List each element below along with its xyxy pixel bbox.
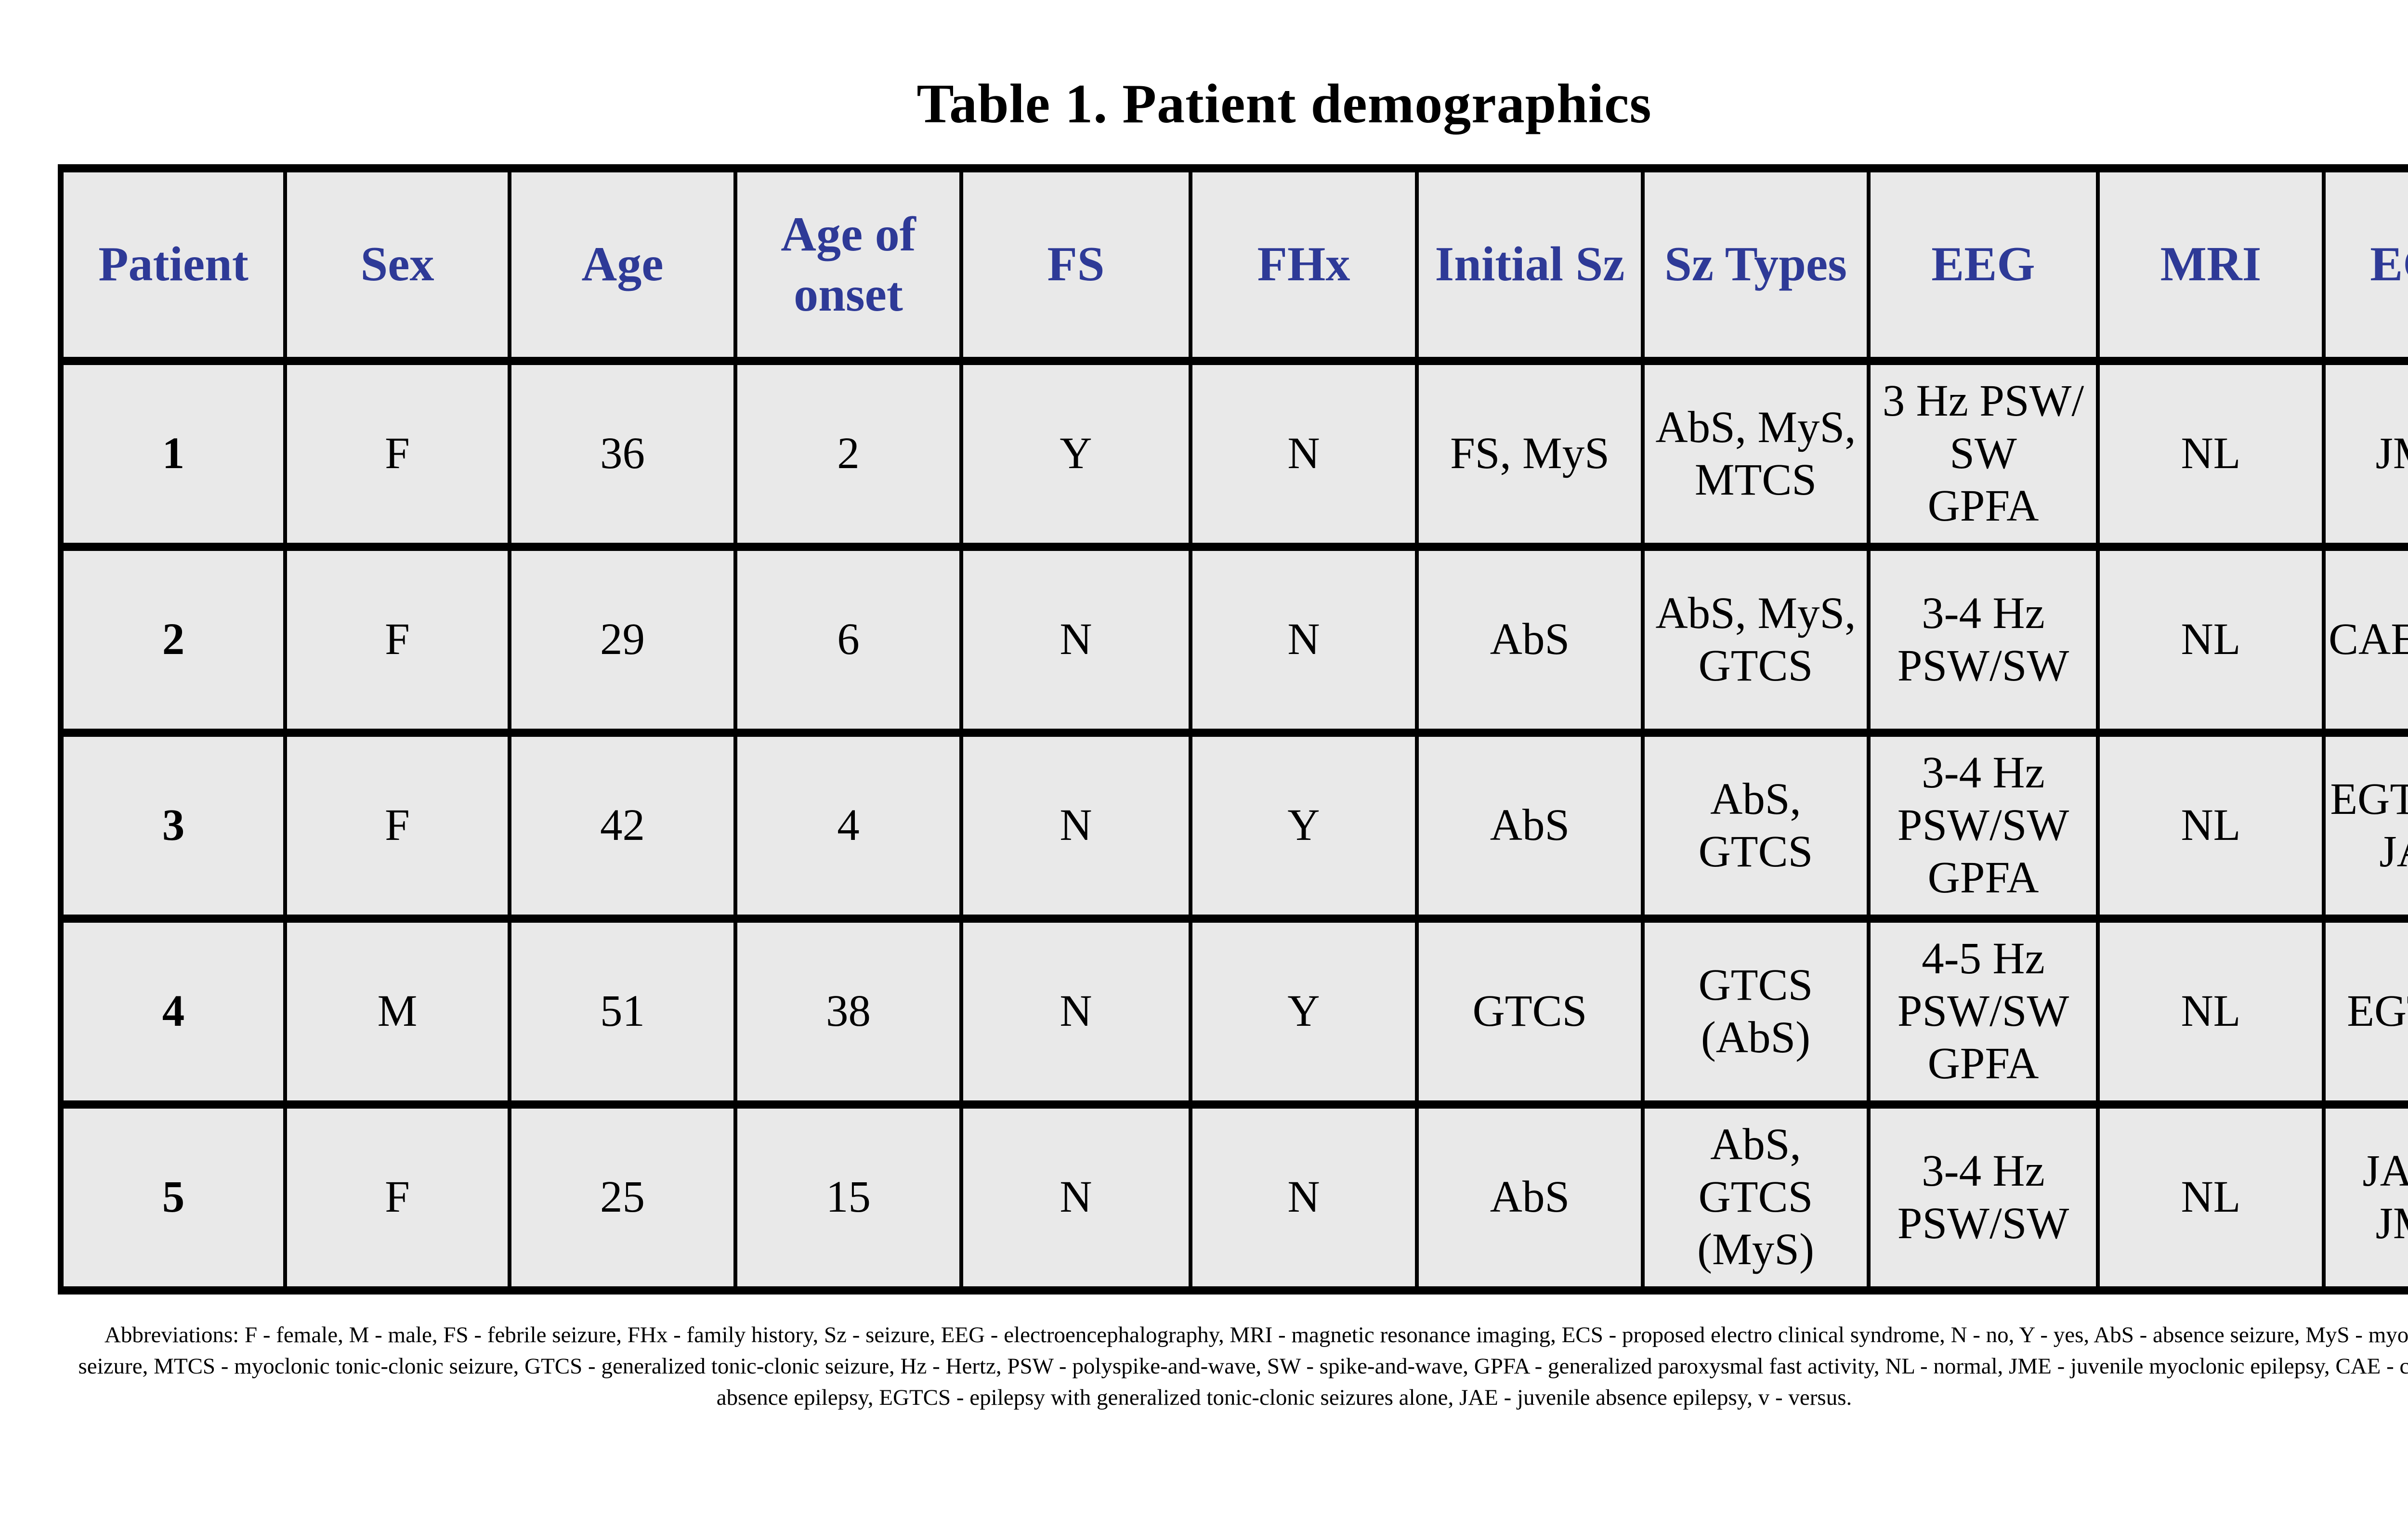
cell-fs: N	[961, 1105, 1191, 1291]
column-header-sz-types: Sz Types	[1643, 169, 1869, 361]
cell-ecs: JAE v JME	[2324, 1105, 2408, 1291]
cell-age: 51	[510, 919, 735, 1105]
column-header-mri: MRI	[2098, 169, 2324, 361]
table-row-patient-3: 3 F 42 4 N Y AbS AbS, GTCS 3-4 Hz PSW/SW…	[61, 733, 2408, 919]
cell-mri: NL	[2098, 733, 2324, 919]
cell-sz-types: GTCS (AbS)	[1643, 919, 1869, 1105]
cell-fhx: Y	[1191, 919, 1417, 1105]
table-title: Table 1. Patient demographics	[0, 72, 2408, 136]
cell-patient: 5	[61, 1105, 285, 1291]
cell-ecs: CAE/JME	[2324, 547, 2408, 733]
cell-ecs: EGTCS v JAE	[2324, 733, 2408, 919]
cell-eeg: 3 Hz PSW/ SW GPFA	[1869, 361, 2098, 547]
column-header-initial-sz: Initial Sz	[1417, 169, 1643, 361]
patient-demographics-table: Patient Sex Age Age of onset FS FHx Init…	[58, 164, 2408, 1295]
cell-age: 42	[510, 733, 735, 919]
cell-ecs: JME	[2324, 361, 2408, 547]
cell-sz-types: AbS, MyS, MTCS	[1643, 361, 1869, 547]
column-header-age: Age	[510, 169, 735, 361]
cell-initial-sz: AbS	[1417, 547, 1643, 733]
cell-age: 29	[510, 547, 735, 733]
column-header-sex: Sex	[285, 169, 510, 361]
cell-fs: N	[961, 733, 1191, 919]
table-row-patient-1: 1 F 36 2 Y N FS, MyS AbS, MyS, MTCS 3 Hz…	[61, 361, 2408, 547]
cell-fs: N	[961, 547, 1191, 733]
column-header-eeg: EEG	[1869, 169, 2098, 361]
cell-fhx: N	[1191, 361, 1417, 547]
table-row-patient-2: 2 F 29 6 N N AbS AbS, MyS, GTCS 3-4 Hz P…	[61, 547, 2408, 733]
cell-sex: F	[285, 1105, 510, 1291]
column-header-fs: FS	[961, 169, 1191, 361]
cell-eeg: 3-4 Hz PSW/SW	[1869, 547, 2098, 733]
cell-initial-sz: AbS	[1417, 1105, 1643, 1291]
cell-initial-sz: AbS	[1417, 733, 1643, 919]
cell-sz-types: AbS, GTCS (MyS)	[1643, 1105, 1869, 1291]
cell-sex: M	[285, 919, 510, 1105]
cell-patient: 1	[61, 361, 285, 547]
column-header-age-of-onset: Age of onset	[735, 169, 961, 361]
cell-fs: Y	[961, 361, 1191, 547]
cell-patient: 4	[61, 919, 285, 1105]
cell-eeg: 3-4 Hz PSW/SW	[1869, 1105, 2098, 1291]
cell-eeg: 3-4 Hz PSW/SW GPFA	[1869, 733, 2098, 919]
cell-age: 36	[510, 361, 735, 547]
cell-age-of-onset: 6	[735, 547, 961, 733]
cell-initial-sz: FS, MyS	[1417, 361, 1643, 547]
cell-fs: N	[961, 919, 1191, 1105]
table-row-patient-5: 5 F 25 15 N N AbS AbS, GTCS (MyS) 3-4 Hz…	[61, 1105, 2408, 1291]
cell-age-of-onset: 38	[735, 919, 961, 1105]
cell-age-of-onset: 15	[735, 1105, 961, 1291]
column-header-ecs: ECS	[2324, 169, 2408, 361]
cell-initial-sz: GTCS	[1417, 919, 1643, 1105]
column-header-fhx: FHx	[1191, 169, 1417, 361]
cell-mri: NL	[2098, 1105, 2324, 1291]
cell-sex: F	[285, 547, 510, 733]
cell-ecs: EGTCS	[2324, 919, 2408, 1105]
cell-mri: NL	[2098, 361, 2324, 547]
cell-age: 25	[510, 1105, 735, 1291]
cell-fhx: Y	[1191, 733, 1417, 919]
cell-mri: NL	[2098, 547, 2324, 733]
cell-patient: 2	[61, 547, 285, 733]
cell-age-of-onset: 2	[735, 361, 961, 547]
cell-patient: 3	[61, 733, 285, 919]
cell-fhx: N	[1191, 547, 1417, 733]
cell-mri: NL	[2098, 919, 2324, 1105]
header-row: Patient Sex Age Age of onset FS FHx Init…	[61, 169, 2408, 361]
cell-eeg: 4-5 Hz PSW/SW GPFA	[1869, 919, 2098, 1105]
cell-fhx: N	[1191, 1105, 1417, 1291]
column-header-patient: Patient	[61, 169, 285, 361]
cell-sex: F	[285, 361, 510, 547]
cell-sex: F	[285, 733, 510, 919]
cell-sz-types: AbS, MyS, GTCS	[1643, 547, 1869, 733]
table-row-patient-4: 4 M 51 38 N Y GTCS GTCS (AbS) 4-5 Hz PSW…	[61, 919, 2408, 1105]
cell-age-of-onset: 4	[735, 733, 961, 919]
cell-sz-types: AbS, GTCS	[1643, 733, 1869, 919]
abbreviations-footnote: Abbreviations: F - female, M - male, FS …	[73, 1320, 2408, 1413]
